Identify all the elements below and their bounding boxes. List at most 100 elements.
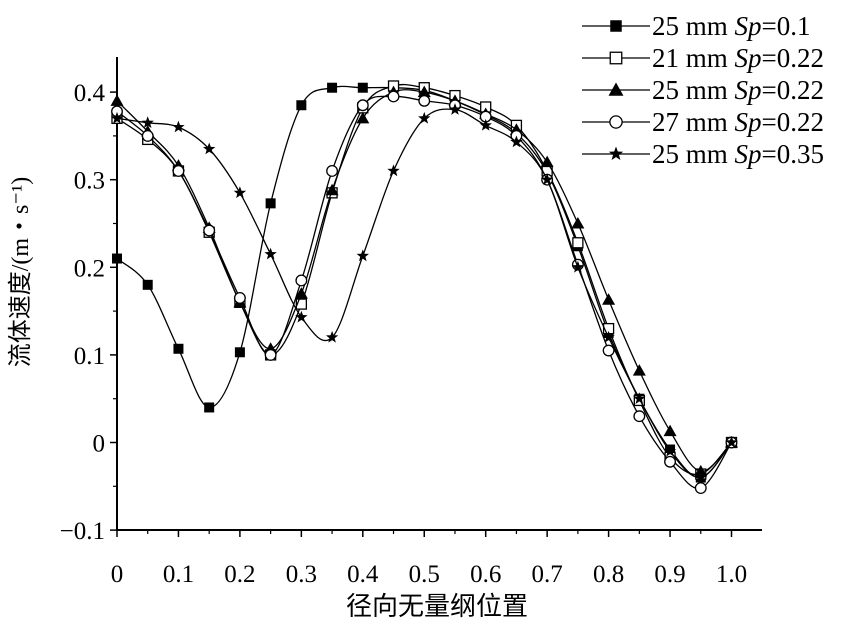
data-point [632,364,646,376]
data-point [725,436,738,448]
data-point [357,82,368,93]
data-point [541,173,554,185]
data-point [234,347,245,358]
series-5 [110,103,738,483]
legend-label: 27 mm Sp=0.22 [652,107,824,137]
legend-item: 25 mm Sp=0.1 [582,11,811,41]
data-point [510,135,523,148]
data-point [694,471,707,483]
series-line [116,95,733,490]
data-point [602,330,615,343]
data-point [387,90,400,103]
legend-marker [610,20,622,32]
data-point [233,292,246,304]
data-point [325,330,339,343]
data-point [265,198,276,209]
x-tick-label: 0.8 [593,561,624,588]
data-point [295,274,308,287]
x-tick-label: 0.1 [163,561,194,588]
data-point [602,293,616,305]
data-point [172,164,185,177]
data-point [418,111,431,124]
legend-label: 25 mm Sp=0.22 [652,75,824,105]
legend-item: 25 mm Sp=0.22 [582,75,824,105]
x-tick-label: 0.6 [470,561,501,588]
legend-marker [609,115,623,129]
data-point [326,164,339,177]
y-tick-label: 0.4 [74,80,106,107]
x-tick-label: 0.3 [286,561,317,588]
y-tick-label: 0.2 [74,255,105,282]
data-point [203,224,216,237]
data-point [694,482,707,495]
data-point [602,344,615,357]
data-point [204,402,215,413]
data-point [571,217,585,229]
data-point [479,118,492,131]
data-point [110,94,124,106]
legend-marker [608,82,624,96]
data-point [203,142,216,155]
data-point [295,298,308,310]
series-group [110,80,738,495]
x-tick-label: 0 [111,561,124,588]
x-tick-label: 0.2 [224,561,255,588]
data-point [356,249,369,262]
y-tick-label: 0.1 [74,343,105,370]
data-point [356,111,370,124]
y-tick-label: 0.3 [74,168,105,195]
legend-label: 25 mm Sp=0.35 [652,139,824,169]
data-point [233,186,247,199]
x-tick-label: 0.9 [654,561,685,588]
legend-marker [609,51,623,65]
y-axis-ticks: −0.1 0 0.1 0.2 0.3 0.4 [60,80,117,545]
data-point [418,94,431,107]
legend-label: 25 mm Sp=0.1 [652,11,811,41]
series-4 [111,90,738,495]
data-point [663,424,677,437]
data-point [141,116,154,128]
data-point [294,287,308,299]
data-point [142,279,153,290]
data-point [571,260,585,273]
data-point [264,247,277,260]
x-axis-ticks: 0 0.1 0.2 0.3 0.4 0.5 0.6 0.7 0.8 0.9 1.0 [111,530,747,588]
data-point [540,155,554,168]
legend-item: 27 mm Sp=0.22 [582,107,824,137]
y-tick-label: 0 [93,431,106,458]
x-tick-label: 0.4 [347,561,379,588]
x-tick-label: 0.7 [532,561,563,588]
data-point [448,103,462,115]
data-point [264,348,277,361]
legend-marker [608,146,624,160]
data-point [325,183,339,196]
legend-item: 21 mm Sp=0.22 [582,43,824,73]
data-point [633,392,646,404]
y-tick-label: −0.1 [60,518,105,545]
x-tick-label: 0.5 [409,561,440,588]
data-point [327,82,338,93]
data-point [295,310,308,323]
data-point [663,444,677,457]
data-point [141,129,154,142]
y-axis-label: 流体速度/(m・s⁻¹) [7,177,34,368]
data-point [417,85,431,98]
data-point [694,464,708,477]
series-line [116,108,733,479]
data-point [633,410,646,423]
data-point [387,164,400,177]
legend-item: 25 mm Sp=0.35 [582,139,824,169]
data-point [112,253,122,264]
x-tick-label: 1.0 [716,561,747,588]
data-point [110,111,124,124]
data-point [572,237,584,249]
data-point [296,100,307,111]
data-point [664,455,677,468]
data-point [356,99,369,112]
x-axis-label: 径向无量纲位置 [346,592,528,621]
data-point [172,120,185,133]
legend-label: 21 mm Sp=0.22 [652,43,824,73]
data-point [173,343,184,354]
